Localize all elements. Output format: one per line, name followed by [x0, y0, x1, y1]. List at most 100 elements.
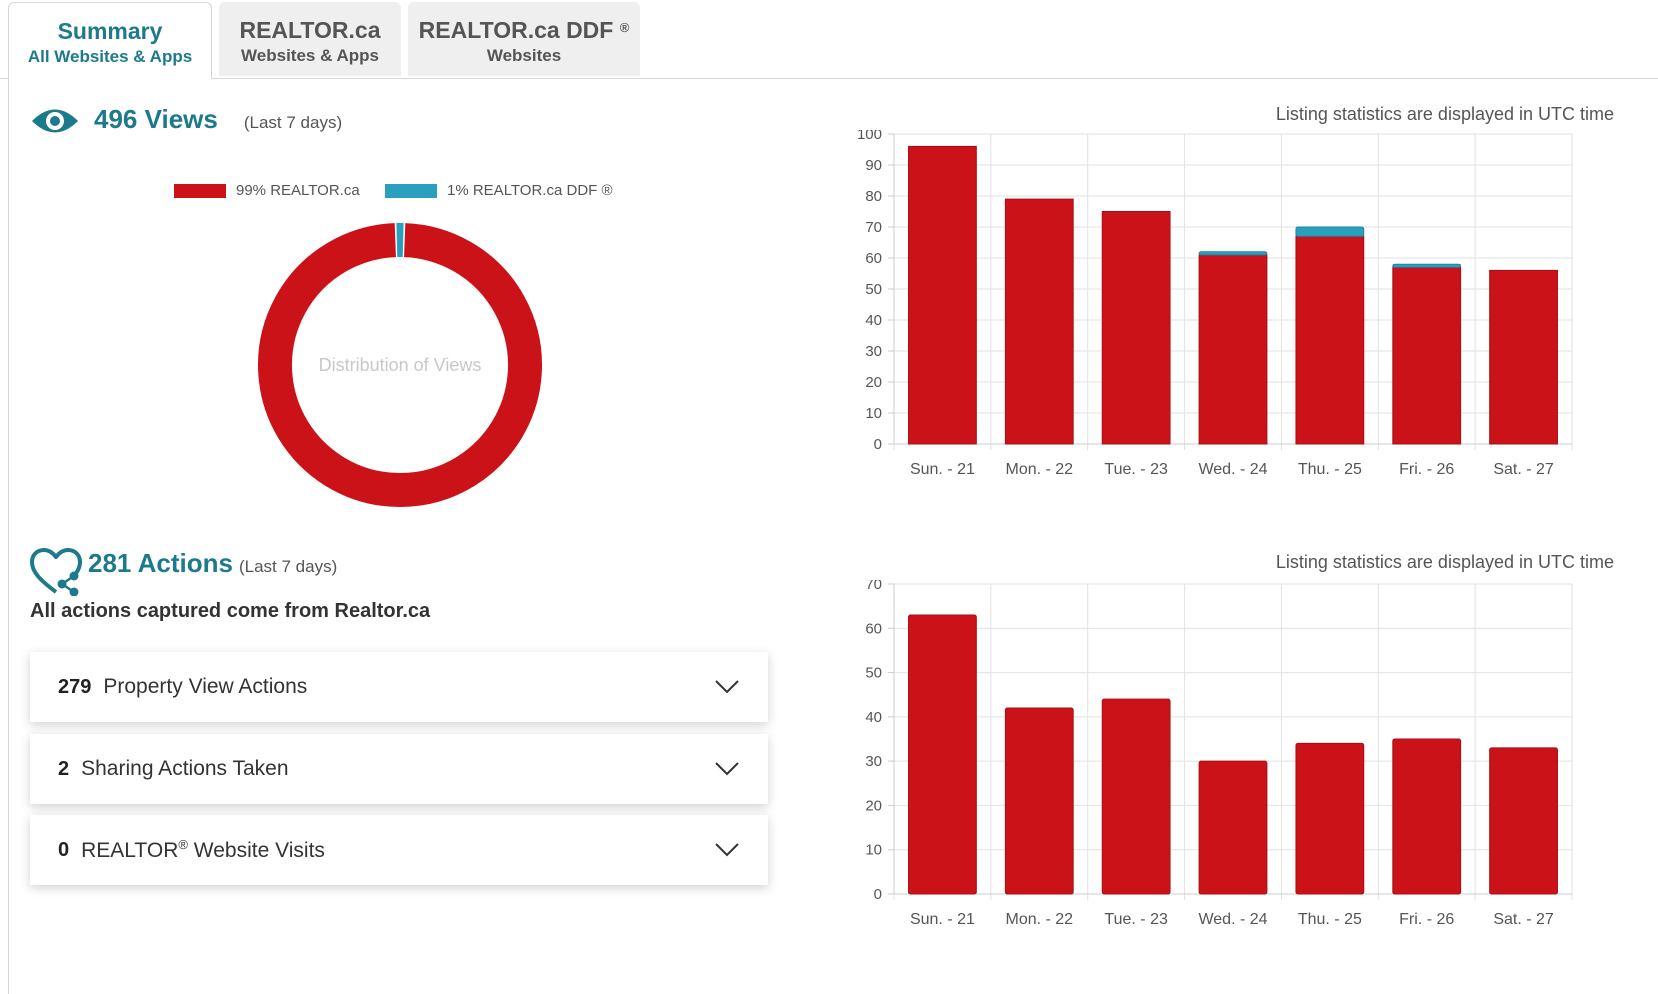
tab-realtor-ddf-title-text: REALTOR.ca DDF — [418, 17, 614, 43]
y-tick-label: 70 — [865, 580, 882, 593]
views-bar-chart: 0 10 20 30 40 50 60 70 80 90 100 Sun. - 21 Mon. - 22… — [857, 130, 1573, 478]
actions-period: (Last 7 days) — [238, 557, 338, 576]
legend-swatch-ddf — [385, 183, 437, 198]
views-period: (Last 7 days) — [243, 113, 343, 132]
actions-bar-chart: 0 10 20 30 40 50 60 70 Sun. - 21 Mon. - 22 Tue. - … — [865, 580, 1573, 928]
registered-mark: ® — [178, 837, 188, 852]
x-tick-label: Thu. - 25 — [1298, 461, 1362, 478]
bar-sat-27-s0[interactable] — [1489, 269, 1558, 445]
actions-header: 281 Actions (Last 7 days) — [30, 548, 337, 596]
y-tick-label: 20 — [865, 374, 882, 391]
x-tick-label: Wed. - 24 — [1198, 461, 1267, 478]
tab-realtor-subtitle: Websites & Apps — [241, 46, 379, 65]
y-tick-label: 40 — [865, 312, 882, 329]
legend-ddf[interactable]: 1% REALTOR.ca DDF ® — [385, 182, 613, 199]
legend-realtor[interactable]: 99% REALTOR.ca — [174, 182, 360, 199]
x-tick-label: Mon. - 22 — [1005, 461, 1073, 478]
y-tick-label: 20 — [865, 797, 882, 814]
bar-thu-25-s0[interactable] — [1295, 235, 1365, 445]
accordion-label-main: REALTOR — [81, 839, 179, 862]
bar-wed-24-s0[interactable] — [1198, 760, 1268, 895]
bar-mon-22-s0[interactable] — [1004, 198, 1074, 445]
eye-icon — [32, 109, 78, 133]
tab-realtor-ddf-title: REALTOR.ca DDF ® — [408, 16, 640, 44]
x-tick-label: Wed. - 24 — [1198, 911, 1267, 928]
bar-wed-24-s1[interactable] — [1198, 251, 1268, 256]
tab-summary[interactable]: Summary All Websites & Apps — [8, 2, 212, 79]
bar-sat-27-s0[interactable] — [1489, 747, 1558, 895]
donut-slice-realtor[interactable] — [258, 223, 542, 507]
bar-mon-22-s0[interactable] — [1004, 707, 1074, 895]
y-tick-label: 70 — [865, 219, 882, 236]
accordion-label: Sharing Actions Taken — [81, 757, 289, 780]
legend-swatch-realtor — [174, 183, 226, 198]
chevron-down-icon[interactable] — [714, 761, 740, 777]
y-tick-label: 100 — [857, 130, 882, 143]
actions-count: 281 Actions — [88, 548, 233, 578]
tab-summary-title: Summary — [57, 18, 163, 44]
accordion-count: 279 — [58, 675, 92, 698]
heart-share-icon — [30, 548, 82, 596]
legend-label-ddf: 1% REALTOR.ca DDF ® — [447, 182, 613, 199]
chevron-down-icon[interactable] — [714, 842, 740, 858]
bar-thu-25-s1[interactable] — [1295, 226, 1365, 237]
accordion-sharing-actions[interactable]: 2 Sharing Actions Taken — [30, 734, 768, 804]
actions-source-note: All actions captured come from Realtor.c… — [30, 600, 431, 622]
bar-tue-23-s0[interactable] — [1101, 211, 1171, 445]
bar-thu-25-s0[interactable] — [1295, 742, 1365, 895]
y-tick-label: 60 — [865, 250, 882, 267]
x-tick-label: Sun. - 21 — [910, 461, 975, 478]
y-tick-label: 10 — [865, 405, 882, 422]
x-tick-label: Mon. - 22 — [1005, 911, 1073, 928]
legend-label-realtor: 99% REALTOR.ca — [236, 182, 360, 199]
views-utc-note: Listing statistics are displayed in UTC … — [1275, 104, 1614, 124]
bar-fri-26-s1[interactable] — [1392, 263, 1462, 268]
views-count: 496 Views — [94, 104, 218, 134]
y-tick-label: 50 — [865, 665, 882, 682]
bar-fri-26-s0[interactable] — [1392, 266, 1462, 445]
x-tick-label: Fri. - 26 — [1399, 461, 1454, 478]
x-tick-label: Sat. - 27 — [1493, 461, 1554, 478]
x-tick-label: Tue. - 23 — [1104, 911, 1168, 928]
bar-tue-23-s0[interactable] — [1101, 698, 1171, 895]
accordion-count: 2 — [58, 757, 70, 780]
bar-fri-26-s0[interactable] — [1392, 738, 1462, 895]
views-header: 496 Views (Last 7 days) — [30, 104, 342, 138]
y-tick-label: 30 — [865, 753, 882, 770]
x-tick-label: Fri. - 26 — [1399, 911, 1454, 928]
x-tick-label: Sun. - 21 — [910, 911, 975, 928]
tab-realtor-ddf-subtitle: Websites — [486, 46, 562, 65]
accordion-count: 0 — [58, 838, 70, 861]
x-tick-label: Sat. - 27 — [1493, 911, 1554, 928]
panel-border — [8, 78, 9, 994]
y-tick-label: 40 — [865, 709, 882, 726]
accordion-label: REALTOR® Website Visits — [81, 837, 714, 863]
tab-realtor-ddf[interactable]: REALTOR.ca DDF ® Websites — [408, 2, 640, 76]
registered-mark: ® — [619, 20, 630, 35]
x-tick-label: Tue. - 23 — [1104, 461, 1168, 478]
y-tick-label: 10 — [865, 842, 882, 859]
bar-wed-24-s0[interactable] — [1198, 254, 1268, 445]
accordion-label: Property View Actions — [103, 675, 308, 698]
tab-summary-subtitle: All Websites & Apps — [27, 47, 193, 66]
y-tick-label: 90 — [865, 157, 882, 174]
x-tick-label: Thu. - 25 — [1298, 911, 1362, 928]
donut-center-label: Distribution of Views — [319, 355, 482, 375]
tab-realtor-title: REALTOR.ca — [239, 17, 381, 43]
tab-realtor[interactable]: REALTOR.ca Websites & Apps — [219, 2, 401, 76]
y-tick-label: 0 — [874, 886, 882, 903]
accordion-website-visits[interactable]: 0 REALTOR® Website Visits — [30, 815, 768, 885]
y-tick-label: 50 — [865, 281, 882, 298]
y-tick-label: 80 — [865, 188, 882, 205]
accordion-label-rest: Website Visits — [187, 839, 325, 862]
actions-utc-note: Listing statistics are displayed in UTC … — [1275, 552, 1614, 572]
views-distribution-donut: Distribution of Views — [258, 223, 542, 507]
y-tick-label: 0 — [874, 436, 882, 453]
chevron-down-icon[interactable] — [714, 679, 740, 695]
bar-sun-21-s0[interactable] — [908, 614, 977, 895]
y-tick-label: 30 — [865, 343, 882, 360]
tab-bar: Summary All Websites & Apps REALTOR.ca W… — [0, 0, 1658, 79]
y-tick-label: 60 — [865, 620, 882, 637]
bar-sun-21-s0[interactable] — [908, 145, 977, 445]
accordion-property-view-actions[interactable]: 279 Property View Actions — [30, 652, 768, 722]
